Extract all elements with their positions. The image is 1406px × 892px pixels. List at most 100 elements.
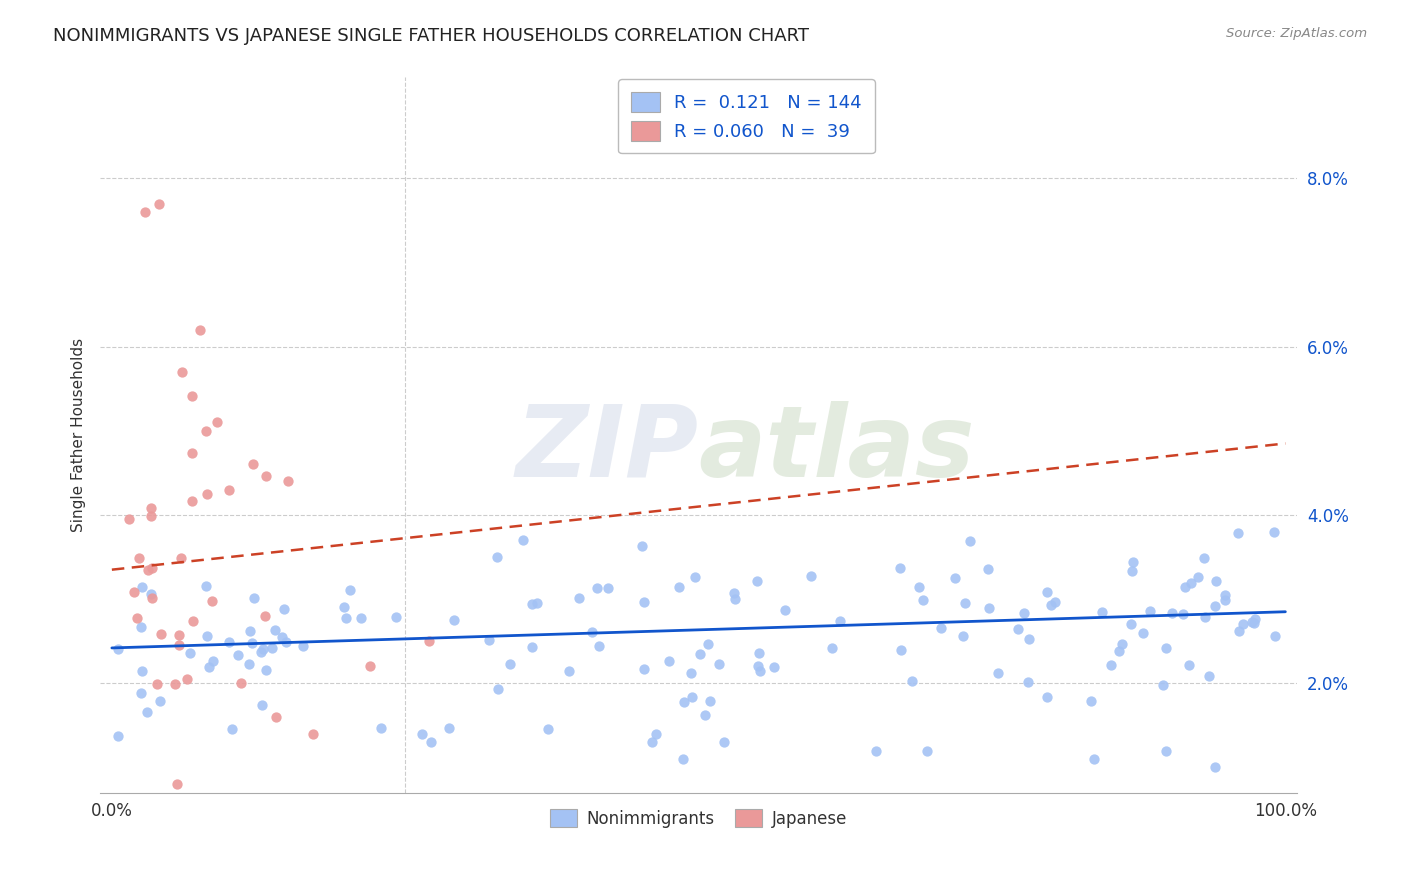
Point <box>172 365 194 379</box>
Point <box>420 735 443 749</box>
Point <box>1111 637 1133 651</box>
Text: atlas: atlas <box>699 401 976 498</box>
Point <box>1119 617 1142 632</box>
Text: NONIMMIGRANTS VS JAPANESE SINGLE FATHER HOUSEHOLDS CORRELATION CHART: NONIMMIGRANTS VS JAPANESE SINGLE FATHER … <box>53 27 810 45</box>
Point <box>229 676 252 690</box>
Point <box>658 654 681 668</box>
Point <box>478 632 501 647</box>
Point <box>1215 588 1237 602</box>
Point <box>1213 592 1236 607</box>
Point <box>1232 616 1254 631</box>
Point <box>252 642 274 657</box>
Point <box>820 640 842 655</box>
Point <box>1226 525 1249 540</box>
Point <box>499 657 522 672</box>
Point <box>146 677 169 691</box>
Point <box>486 549 509 564</box>
Point <box>1152 678 1174 692</box>
Point <box>1174 581 1197 595</box>
Point <box>134 205 156 219</box>
Point <box>170 551 193 566</box>
Point <box>149 627 172 641</box>
Point <box>238 624 260 638</box>
Point <box>672 695 695 709</box>
Point <box>865 743 887 757</box>
Point <box>1194 609 1216 624</box>
Point <box>537 723 560 737</box>
Point <box>799 569 821 583</box>
Point <box>148 196 170 211</box>
Point <box>218 483 240 497</box>
Point <box>131 665 153 679</box>
Point <box>693 708 716 723</box>
Point <box>1192 550 1215 565</box>
Point <box>385 610 408 624</box>
Point <box>1205 574 1227 588</box>
Point <box>107 641 129 656</box>
Point <box>929 622 952 636</box>
Point <box>748 646 770 660</box>
Point <box>180 494 202 508</box>
Point <box>1122 555 1144 569</box>
Point <box>828 615 851 629</box>
Point <box>512 533 534 547</box>
Point <box>763 659 786 673</box>
Point <box>201 594 224 608</box>
Point <box>596 581 619 595</box>
Point <box>724 592 747 607</box>
Point <box>557 664 579 678</box>
Point <box>240 636 263 650</box>
Point <box>1139 604 1161 618</box>
Point <box>1173 607 1195 621</box>
Point <box>1178 657 1201 672</box>
Point <box>943 571 966 585</box>
Point <box>221 722 243 736</box>
Point <box>1187 570 1209 584</box>
Point <box>1180 576 1202 591</box>
Point <box>901 673 924 688</box>
Point <box>207 416 229 430</box>
Point <box>1132 626 1154 640</box>
Point <box>370 721 392 735</box>
Point <box>707 657 730 671</box>
Point <box>260 640 283 655</box>
Point <box>955 596 977 610</box>
Point <box>264 710 287 724</box>
Point <box>1204 760 1226 774</box>
Point <box>270 630 292 644</box>
Point <box>1108 644 1130 658</box>
Point <box>520 640 543 654</box>
Point <box>1040 598 1063 612</box>
Point <box>437 721 460 735</box>
Point <box>301 727 323 741</box>
Point <box>1007 622 1029 636</box>
Point <box>979 601 1001 615</box>
Point <box>273 601 295 615</box>
Point <box>1263 524 1285 539</box>
Point <box>292 639 315 653</box>
Point <box>179 646 201 660</box>
Point <box>520 597 543 611</box>
Point <box>138 563 160 577</box>
Point <box>167 627 190 641</box>
Point <box>668 580 690 594</box>
Point <box>195 486 218 500</box>
Point <box>202 654 225 668</box>
Point <box>350 611 373 625</box>
Point <box>713 735 735 749</box>
Point <box>359 659 381 673</box>
Point <box>723 585 745 599</box>
Point <box>1264 629 1286 643</box>
Point <box>176 672 198 686</box>
Point <box>141 591 163 605</box>
Point <box>276 634 298 648</box>
Point <box>181 446 204 460</box>
Point <box>1243 615 1265 630</box>
Point <box>633 595 655 609</box>
Point <box>773 603 796 617</box>
Point <box>194 424 217 438</box>
Point <box>889 561 911 575</box>
Point <box>679 666 702 681</box>
Point <box>181 389 204 403</box>
Point <box>141 560 163 574</box>
